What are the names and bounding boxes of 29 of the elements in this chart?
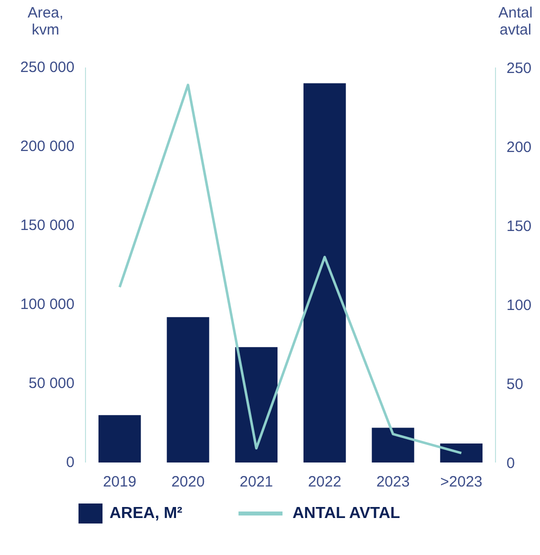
- x-tick-label: 2023: [376, 474, 410, 490]
- y2-tick-label: 250: [506, 60, 532, 77]
- y2-tick-label: 0: [506, 455, 515, 472]
- bar: [303, 83, 346, 462]
- y-tick-label: 50 000: [28, 375, 75, 392]
- y-tick-label: 100 000: [20, 296, 75, 313]
- y2-axis-title: Antal avtal: [498, 4, 533, 38]
- legend-label: ANTAL AVTAL: [292, 505, 400, 522]
- y-tick-label: 200 000: [20, 138, 75, 155]
- x-tick-label: 2020: [171, 474, 205, 490]
- line-series: [118, 84, 463, 454]
- bar: [166, 317, 210, 462]
- x-tick-label: >2023: [440, 474, 482, 490]
- y2-tick-label: 150: [506, 218, 532, 235]
- y-tick-label: 150 000: [20, 217, 75, 234]
- bar: [98, 415, 141, 462]
- y2-tick-label: 200: [506, 139, 532, 156]
- legend-label: AREA, M²: [110, 505, 182, 522]
- y-tick-label: 0: [66, 454, 74, 471]
- y2-tick-label: 100: [506, 297, 532, 314]
- x-tick-label: 2021: [240, 474, 274, 490]
- y-axis-title: Area, kvm: [28, 4, 64, 38]
- bar: [235, 347, 278, 462]
- y-tick-label: 250 000: [20, 59, 75, 76]
- bar: [372, 428, 414, 462]
- y2-tick-label: 50: [506, 376, 524, 393]
- x-tick-label: 2019: [102, 474, 136, 490]
- x-tick-label: 2022: [308, 474, 342, 490]
- bar: [440, 444, 483, 462]
